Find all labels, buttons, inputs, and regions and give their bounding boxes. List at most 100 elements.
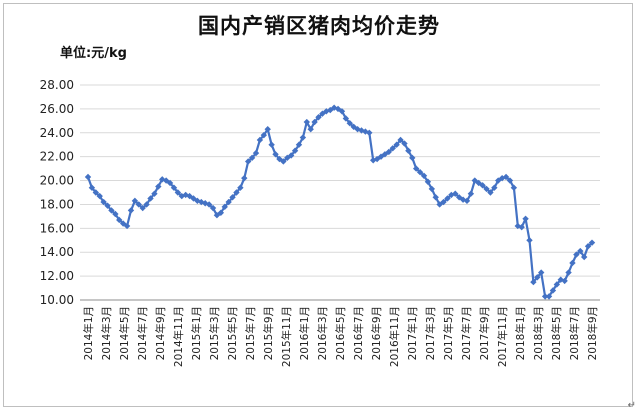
data-point [116, 216, 123, 224]
data-point [385, 148, 393, 156]
data-point [268, 141, 275, 148]
data-point [534, 274, 541, 281]
y-tick-label: 10.00 [40, 293, 74, 307]
data-point [561, 277, 568, 285]
data-point [209, 204, 217, 212]
x-tick-label: 2016年3月 [316, 306, 329, 360]
data-point [88, 184, 96, 191]
x-tick-label: 2016年5月 [334, 306, 347, 360]
data-point [397, 136, 404, 144]
data-point [432, 194, 439, 201]
data-point [264, 125, 271, 133]
data-point [366, 129, 373, 136]
data-point [280, 158, 287, 165]
data-point [303, 118, 310, 126]
y-tick-label: 18.00 [40, 197, 74, 211]
x-tick-label: 2016年1月 [298, 306, 311, 360]
data-point [241, 174, 248, 182]
data-point [100, 198, 107, 206]
data-point [104, 202, 111, 209]
x-tick-label: 2017年5月 [442, 306, 455, 360]
x-tick-label: 2017年7月 [460, 306, 473, 360]
data-point [416, 168, 424, 176]
x-axis-ticks: 2014年1月 2014年3月 2014年5月 2014年7月 2014年9月 2014年… [82, 306, 599, 367]
data-point [170, 184, 178, 191]
data-point [545, 293, 553, 300]
data-point [580, 253, 588, 261]
chart-title: 国内产销区猪肉均价走势 [198, 14, 440, 38]
x-tick-label: 2018年5月 [550, 306, 563, 360]
data-point [506, 177, 514, 184]
data-point [518, 223, 525, 231]
data-point [127, 207, 135, 214]
data-point [565, 269, 572, 276]
data-point [252, 149, 260, 157]
x-tick-label: 2014年11月 [172, 306, 185, 367]
data-point [217, 209, 225, 217]
data-point [256, 136, 264, 144]
data-point [526, 237, 533, 244]
data-point [96, 192, 103, 200]
x-tick-label: 2015年7月 [244, 306, 257, 360]
data-point [444, 195, 451, 202]
x-tick-label: 2015年1月 [190, 306, 203, 360]
series-line [84, 104, 596, 300]
x-tick-label: 2015年3月 [208, 306, 221, 360]
data-point [237, 184, 244, 191]
data-point [299, 134, 307, 141]
data-point [584, 243, 592, 250]
data-point [370, 157, 377, 164]
y-tick-label: 12.00 [40, 269, 74, 283]
data-point [131, 197, 139, 205]
data-point [412, 165, 420, 172]
data-point [260, 131, 268, 139]
data-point [143, 201, 150, 208]
data-point [479, 182, 486, 189]
data-point [330, 104, 338, 111]
x-tick-label: 2014年5月 [118, 306, 131, 360]
x-tick-label: 2015年9月 [262, 306, 275, 360]
x-tick-label: 2017年1月 [406, 306, 419, 360]
data-point [295, 141, 303, 148]
data-point [467, 190, 475, 197]
data-point [315, 114, 322, 121]
series-path [86, 106, 593, 298]
data-point [233, 189, 240, 196]
data-point [569, 259, 576, 267]
x-tick-label: 2015年11月 [280, 306, 293, 367]
data-point [287, 152, 295, 159]
data-point [327, 106, 334, 114]
data-point [573, 251, 580, 258]
x-tick-label: 2016年11月 [388, 306, 401, 367]
data-point [108, 207, 115, 214]
y-tick-label: 22.00 [40, 150, 74, 164]
data-point [420, 172, 428, 179]
data-point [221, 203, 228, 211]
data-point [409, 154, 416, 162]
data-point [205, 201, 213, 208]
y-tick-label: 14.00 [40, 245, 74, 259]
data-point [229, 194, 236, 201]
y-tick-label: 24.00 [40, 126, 74, 140]
y-tick-label: 20.00 [40, 174, 74, 188]
data-point [123, 222, 131, 230]
x-tick-label: 2018年1月 [514, 306, 527, 360]
x-tick-label: 2014年9月 [154, 306, 167, 360]
data-point [346, 120, 353, 127]
x-tick-label: 2018年7月 [568, 306, 581, 360]
x-tick-label: 2014年1月 [82, 306, 95, 360]
data-point [487, 189, 494, 196]
data-point [338, 108, 346, 115]
data-point [139, 204, 146, 212]
data-point [147, 195, 154, 202]
data-point [463, 197, 471, 205]
data-point [334, 105, 342, 113]
x-tick-label: 2016年9月 [370, 306, 383, 360]
data-point [491, 184, 498, 191]
y-tick-label: 16.00 [40, 221, 74, 235]
data-point [530, 278, 537, 286]
data-point [342, 115, 350, 122]
x-tick-label: 2017年9月 [478, 306, 491, 360]
y-axis-ticks: 10.00 12.00 14.00 16.00 18.00 20.00 22.00 24.00… [40, 78, 74, 307]
